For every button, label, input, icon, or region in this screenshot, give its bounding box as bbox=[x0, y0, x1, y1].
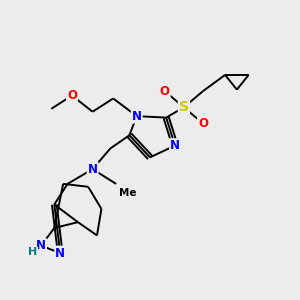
Text: N: N bbox=[132, 110, 142, 123]
Text: N: N bbox=[36, 239, 46, 252]
Text: N: N bbox=[170, 139, 180, 152]
Text: H: H bbox=[28, 247, 38, 257]
Text: Me: Me bbox=[119, 188, 136, 198]
Text: O: O bbox=[198, 117, 208, 130]
Text: N: N bbox=[88, 163, 98, 176]
Text: O: O bbox=[160, 85, 170, 98]
Text: S: S bbox=[179, 100, 189, 114]
Text: N: N bbox=[55, 247, 65, 260]
Text: O: O bbox=[67, 89, 77, 102]
